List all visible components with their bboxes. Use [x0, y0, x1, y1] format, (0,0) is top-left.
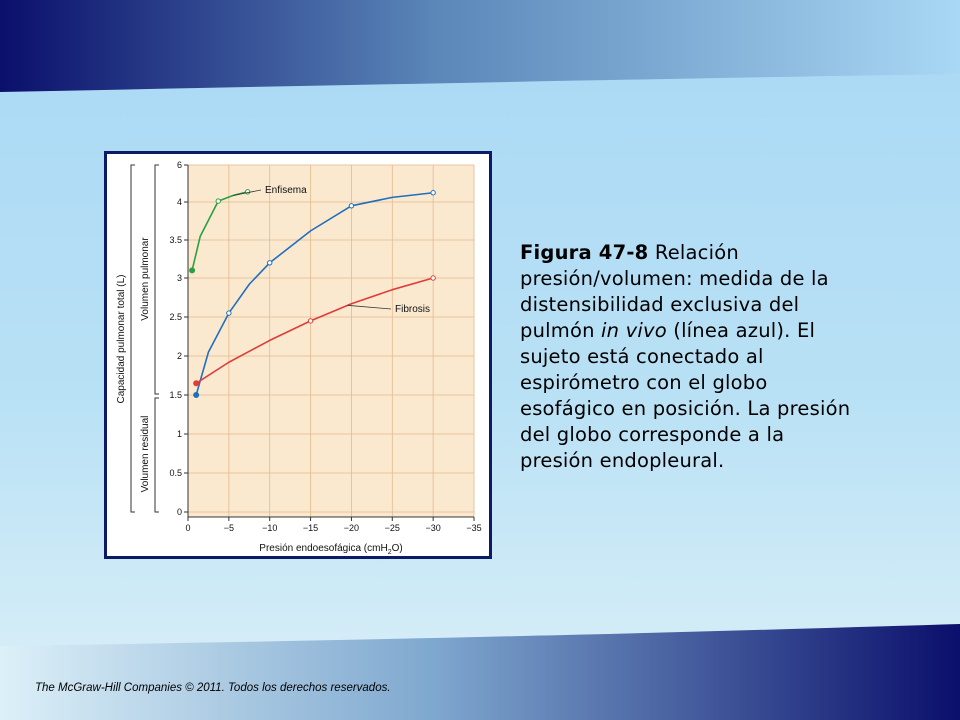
series-label-enfisema: Enfisema	[265, 185, 307, 196]
y-tick-label: 2	[177, 351, 182, 361]
caption-italic: in vivo	[601, 319, 667, 342]
y-tick-label: 3.5	[169, 235, 182, 245]
y-bracket-lower	[154, 397, 159, 513]
plot-area	[188, 165, 474, 517]
x-axis-label: Presión endoesofágica (cmH2O)	[259, 543, 402, 556]
data-point-normal	[226, 310, 232, 316]
y-tick-label: 6	[177, 160, 182, 170]
x-tick-label: −15	[303, 523, 318, 533]
data-point-normal	[348, 203, 355, 209]
data-point-enfisema	[244, 189, 251, 195]
y-bracket-upper	[154, 164, 159, 395]
data-point-normal	[430, 190, 436, 196]
data-point-fibrosis	[307, 318, 314, 324]
caption-text-1: Relación presión/volumen: medida de la d…	[520, 241, 829, 342]
footer-band	[0, 624, 960, 720]
y-tick-label: 1	[177, 429, 182, 439]
y-tick-label: 3	[177, 273, 182, 283]
leader-line-enfisema	[232, 189, 262, 196]
series-label-fibrosis: Fibrosis	[395, 304, 430, 315]
x-tick-label: −25	[385, 523, 400, 533]
pressure-volume-chart: 0 −5 −10 −15 −20 −25 −30 −3500.511.522.533.546 …	[116, 160, 482, 556]
leader-line-fibrosis	[347, 304, 392, 310]
data-point-fibrosis	[193, 380, 200, 387]
x-tick-label: −35	[466, 523, 481, 533]
series-labels: Enfisema Fibrosis	[232, 185, 430, 315]
y-tick-label: 4	[177, 197, 182, 207]
y-tick-label: 2.5	[169, 312, 182, 322]
x-tick-label: −5	[224, 523, 234, 533]
y-tick-label: 0.5	[169, 468, 182, 478]
copyright-footer: The McGraw-Hill Companies © 2011. Todos …	[35, 682, 391, 694]
figure-number: Figura 47-8	[520, 241, 649, 264]
data-point-normal	[267, 260, 273, 266]
y-tick-label: 1.5	[169, 390, 182, 400]
x-tick-label: −20	[344, 523, 359, 533]
y-bracket-outer	[130, 164, 135, 513]
figure-caption: Figura 47-8 Relación presión/volumen: me…	[520, 240, 860, 474]
data-point-normal	[193, 392, 200, 398]
data-point-enfisema	[215, 198, 221, 204]
x-tick-label: 0	[185, 523, 190, 533]
data-point-enfisema	[189, 267, 196, 274]
y-tick-label: 0	[177, 507, 182, 517]
y-label-outer: Capacidad pulmonar total (L)	[116, 275, 127, 404]
x-tick-label: −10	[262, 523, 277, 533]
caption-text-2: (línea azul). El sujeto está conectado a…	[520, 319, 851, 472]
x-tick-label: −30	[426, 523, 441, 533]
y-label-lower: Volumen residual	[140, 416, 151, 493]
y-label-upper: Volumen pulmonar	[140, 237, 151, 321]
header-band	[0, 0, 960, 92]
figure-frame: 0 −5 −10 −15 −20 −25 −30 −35 0 0.5 1 1.5 2 2.5 3 3.5 4 6 …	[104, 151, 492, 559]
axes: 0 −5 −10 −15 −20 −25 −30 −35 0 0.5 1 1.5 2 2.5 3 3.5 4 6	[169, 160, 481, 533]
data-point-fibrosis	[430, 275, 436, 281]
